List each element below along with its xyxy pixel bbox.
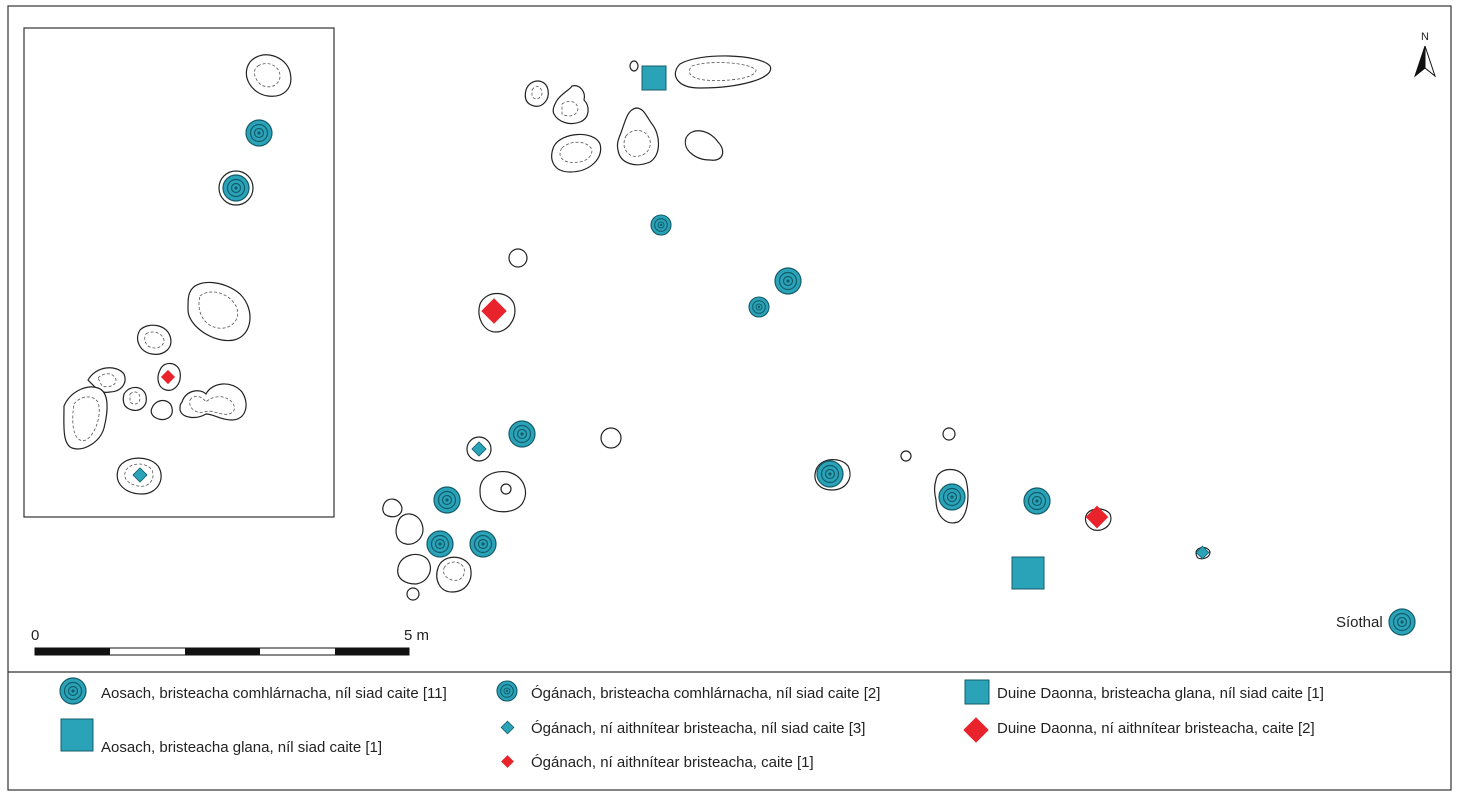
legend-item-adult-clean: Aosach, bristeacha glana, níl siad caite…	[60, 718, 382, 756]
legend-concentric-small-icon	[496, 680, 518, 702]
symbol-red-diamond-2	[1085, 505, 1109, 529]
inset-teal-diamond	[132, 467, 148, 483]
inset-concentric-2	[222, 174, 250, 202]
main-symbols: Síothal	[426, 65, 1416, 636]
symbol-conc-3	[748, 296, 770, 318]
symbol-conc-6	[426, 530, 454, 558]
scale-bar: 0 5 m	[31, 627, 429, 656]
legend-item-human-clean: Duine Daonna, bristeacha glana, níl siad…	[964, 679, 1324, 705]
symbol-red-diamond-1	[481, 298, 507, 324]
legend-label: Duine Daonna, bristeacha glana, níl siad…	[997, 685, 1324, 702]
north-arrow-icon: N	[1413, 31, 1437, 78]
inset-red-diamond	[160, 369, 176, 385]
symbol-square-north	[641, 65, 667, 91]
inset-panel	[23, 27, 335, 518]
symbol-teal-diamond-1	[471, 441, 487, 457]
symbol-conc-10	[1023, 487, 1051, 515]
symbol-conc-8	[816, 460, 844, 488]
legend-item-human-burnt: Duine Daonna, ní aithnítear bristeacha, …	[963, 717, 1315, 743]
scale-start-label: 0	[31, 627, 39, 644]
symbol-square-large	[1011, 556, 1045, 590]
inset-symbols	[132, 119, 273, 483]
legend-square-small-icon	[964, 679, 990, 705]
north-label: N	[1421, 31, 1429, 43]
figure-frame	[7, 5, 1452, 791]
inset-concentric-1	[245, 119, 273, 147]
legend-item-juvenile-unknown: Ógánach, ní aithnítear bristeacha, níl s…	[500, 720, 865, 737]
legend-label: Ógánach, ní aithnítear bristeacha, níl s…	[531, 720, 865, 737]
symbol-conc-1	[650, 214, 672, 236]
legend-red-diamond-small-icon	[501, 755, 514, 768]
symbol-conc-4	[508, 420, 536, 448]
legend-concentric-icon	[59, 677, 87, 705]
legend: Aosach, bristeacha comhlárnacha, níl sia…	[59, 677, 1324, 771]
siothal-symbol	[1388, 608, 1416, 636]
legend-label: Duine Daonna, ní aithnítear bristeacha, …	[997, 720, 1315, 737]
legend-label: Aosach, bristeacha comhlárnacha, níl sia…	[101, 685, 447, 702]
siothal-label: Síothal	[1336, 614, 1383, 631]
legend-square-icon	[60, 718, 94, 752]
legend-red-diamond-icon	[963, 717, 989, 743]
symbol-teal-diamond-2	[1195, 545, 1210, 560]
legend-label: Ógánach, bristeacha comhlárnacha, níl si…	[531, 685, 880, 702]
symbol-conc-9	[938, 483, 966, 511]
main-features	[382, 55, 1211, 601]
legend-label: Aosach, bristeacha glana, níl siad caite…	[101, 739, 382, 756]
legend-teal-diamond-icon	[500, 720, 515, 735]
legend-label: Ógánach, ní aithnítear bristeacha, caite…	[531, 754, 814, 771]
symbol-conc-7	[469, 530, 497, 558]
symbol-conc-2	[774, 267, 802, 295]
scale-end-label: 5 m	[404, 627, 429, 644]
symbol-conc-5	[433, 486, 461, 514]
legend-item-juvenile-concentric: Ógánach, bristeacha comhlárnacha, níl si…	[496, 680, 880, 702]
legend-item-juvenile-burnt: Ógánach, ní aithnítear bristeacha, caite…	[501, 754, 814, 771]
legend-item-adult-concentric: Aosach, bristeacha comhlárnacha, níl sia…	[59, 677, 447, 705]
